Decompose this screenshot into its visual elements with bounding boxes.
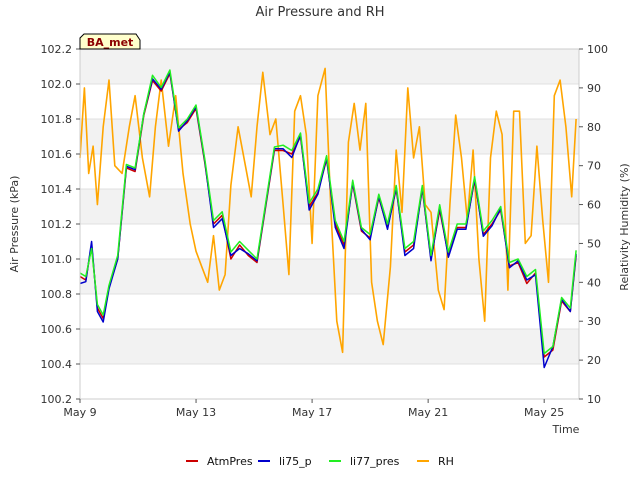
x-tick-label: May 25 [524,406,564,419]
badge-label: BA_met [87,36,134,49]
legend-label: li75_p [279,455,312,468]
x-tick-label: May 13 [176,406,216,419]
y-tick-label: 101.2 [41,218,73,231]
y2-tick-label: 80 [587,121,601,134]
y-axis-label: Air Pressure (kPa) [8,176,21,273]
y2-tick-label: 100 [587,43,608,56]
y2-axis-label: Relativity Humidity (%) [618,163,631,290]
y2-tick-label: 60 [587,199,601,212]
x-tick-label: May 17 [292,406,332,419]
y2-tick-label: 40 [587,276,601,289]
series-line-li77-pres [79,69,577,355]
legend-item: RH [417,455,454,468]
y2-tick-label: 20 [587,354,601,367]
chart-title: Air Pressure and RH [255,5,384,20]
background-band [80,259,579,294]
y-tick-label: 101.0 [41,253,73,266]
y-tick-label: 100.8 [41,288,73,301]
background-band [80,329,579,364]
background-band [80,119,579,154]
y2-tick-label: 90 [587,82,601,95]
background-bands [80,49,579,364]
x-tick-label: May 9 [63,406,96,419]
y2-tick-label: 70 [587,160,601,173]
y-tick-label: 100.6 [41,323,73,336]
legend-item: li77_pres [329,455,400,468]
y-tick-label: 100.4 [41,358,73,371]
y2-tick-label: 50 [587,237,601,250]
plot-series [79,67,577,369]
station-badge: BA_met [79,33,141,50]
background-band [80,49,579,84]
x-axis-label: Time [552,423,580,436]
legend-label: li77_pres [350,455,400,468]
badge-box [79,33,141,50]
y-tick-label: 102.2 [41,43,73,56]
y-tick-label: 102.0 [41,78,73,91]
legend-item: AtmPres [186,455,253,468]
y-axis-right: 10 20 30 40 50 60 70 80 90 100 [579,43,608,406]
y2-tick-label: 10 [587,393,601,406]
y-tick-label: 100.2 [41,393,73,406]
y2-tick-label: 30 [587,315,601,328]
legend-label: RH [438,455,454,468]
x-tick-label: May 21 [408,406,448,419]
legend-item: li75_p [258,455,312,468]
y-axis-left: 100.2 100.4 100.6 100.8 101.0 101.2 101.4 101.6… [41,43,80,406]
y-tick-label: 101.4 [41,183,73,196]
legend-label: AtmPres [207,455,253,468]
y-tick-label: 101.8 [41,113,73,126]
x-axis: May 9 May 13 May 17 May 21 May 25 [63,399,564,419]
legend: AtmPres li75_p li77_pres RH [186,455,454,468]
y-tick-label: 101.6 [41,148,73,161]
